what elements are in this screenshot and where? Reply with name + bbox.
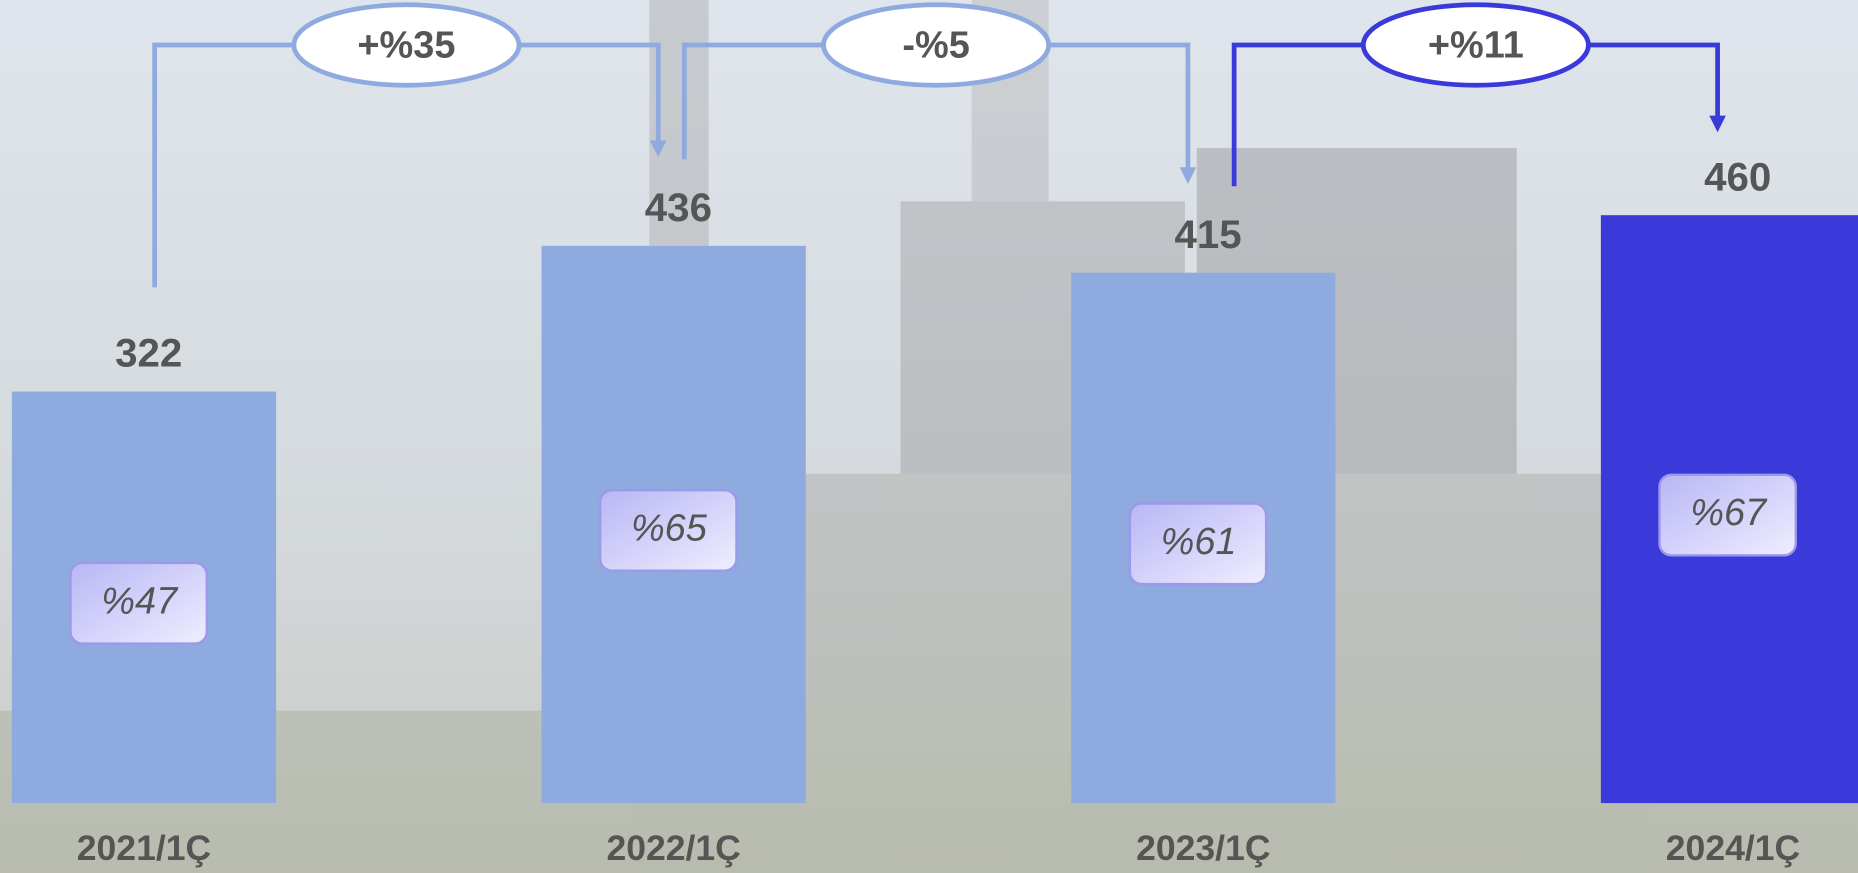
x-tick-label: 2022/1Ç <box>606 828 740 868</box>
change-bubble <box>1360 2 1591 88</box>
value-label: 415 <box>1174 212 1241 257</box>
share-label: %47 <box>101 580 179 622</box>
change-bubble <box>291 2 522 88</box>
share-label: %67 <box>1690 492 1768 534</box>
share-box <box>1128 502 1268 586</box>
change-arrowhead <box>649 140 667 158</box>
value-label: 460 <box>1704 154 1771 199</box>
change-label: +%35 <box>357 24 455 66</box>
share-box <box>69 561 208 645</box>
share-label: %65 <box>631 507 708 549</box>
change-label: -%5 <box>902 24 969 66</box>
share-label: %61 <box>1161 521 1237 563</box>
change-arrowhead <box>1709 115 1726 133</box>
x-tick-label: 2021/1Ç <box>77 828 211 868</box>
change-label: +%11 <box>1428 24 1524 66</box>
share-box <box>1658 473 1797 557</box>
change-bubble <box>821 2 1052 88</box>
x-tick-label: 2023/1Ç <box>1136 828 1270 868</box>
x-tick-label: 2024/1Ç <box>1666 828 1800 868</box>
share-box <box>598 488 738 572</box>
value-label: 436 <box>645 185 712 230</box>
change-arrowhead <box>1179 167 1197 184</box>
value-label: 322 <box>115 331 182 376</box>
